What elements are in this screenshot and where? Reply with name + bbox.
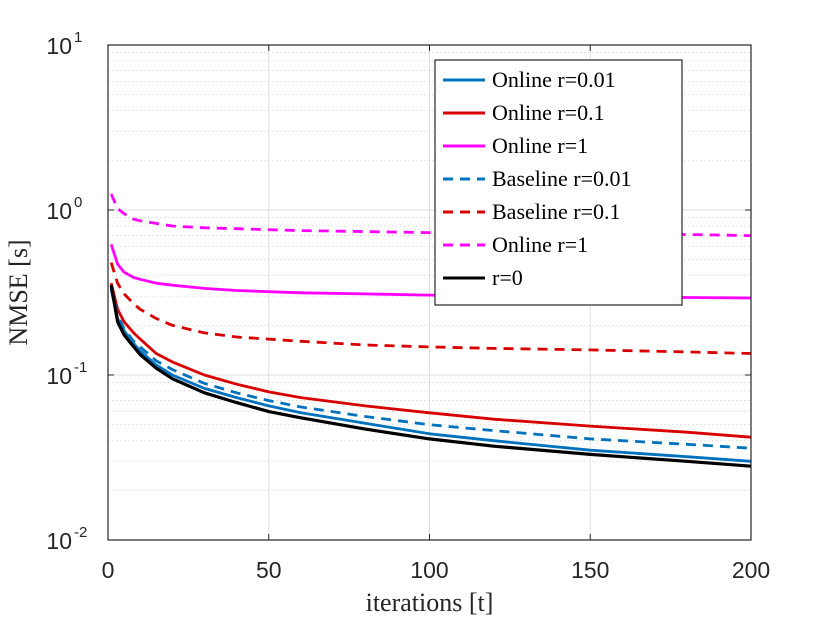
y-tick-exponent: -2 xyxy=(74,524,87,541)
y-axis-label: NMSE [s] xyxy=(4,239,33,345)
x-axis-label: iterations [t] xyxy=(366,588,494,617)
y-tick-exponent: 0 xyxy=(74,194,82,211)
y-tick-label: 10 xyxy=(46,198,72,224)
legend-label: r=0 xyxy=(492,265,523,290)
y-tick-label: 10 xyxy=(46,528,72,554)
legend-label: Online r=0.1 xyxy=(492,100,605,125)
legend-entries: Online r=0.01 Online r=0.1 Online r=1 Basel… xyxy=(443,67,632,290)
x-tick-label: 50 xyxy=(256,557,282,583)
x-tick-label: 0 xyxy=(102,557,115,583)
legend-label: Online r=1 xyxy=(492,232,588,257)
series-line-0 xyxy=(109,289,752,463)
series-line-1 xyxy=(109,282,752,439)
grid xyxy=(108,45,751,540)
x-tick-label: 150 xyxy=(571,557,609,583)
legend-label: Baseline r=0.1 xyxy=(492,199,621,224)
legend-label: Online r=1 xyxy=(492,133,588,158)
y-tick-exponent: 1 xyxy=(74,29,82,46)
series-line-4 xyxy=(109,262,752,355)
y-tick-label: 10 xyxy=(46,33,72,59)
series-line-6 xyxy=(109,284,752,468)
y-tick-label: 10 xyxy=(46,363,72,389)
legend-label: Baseline r=0.01 xyxy=(492,166,632,191)
y-tick-exponent: -1 xyxy=(74,359,87,376)
legend-box xyxy=(434,59,683,306)
x-tick-label: 200 xyxy=(732,557,770,583)
x-tick-label: 100 xyxy=(410,557,448,583)
series-lines xyxy=(109,193,752,468)
legend-label: Online r=0.01 xyxy=(492,67,616,92)
legend: Online r=0.01 Online r=0.1 Online r=1 Basel… xyxy=(434,59,683,306)
